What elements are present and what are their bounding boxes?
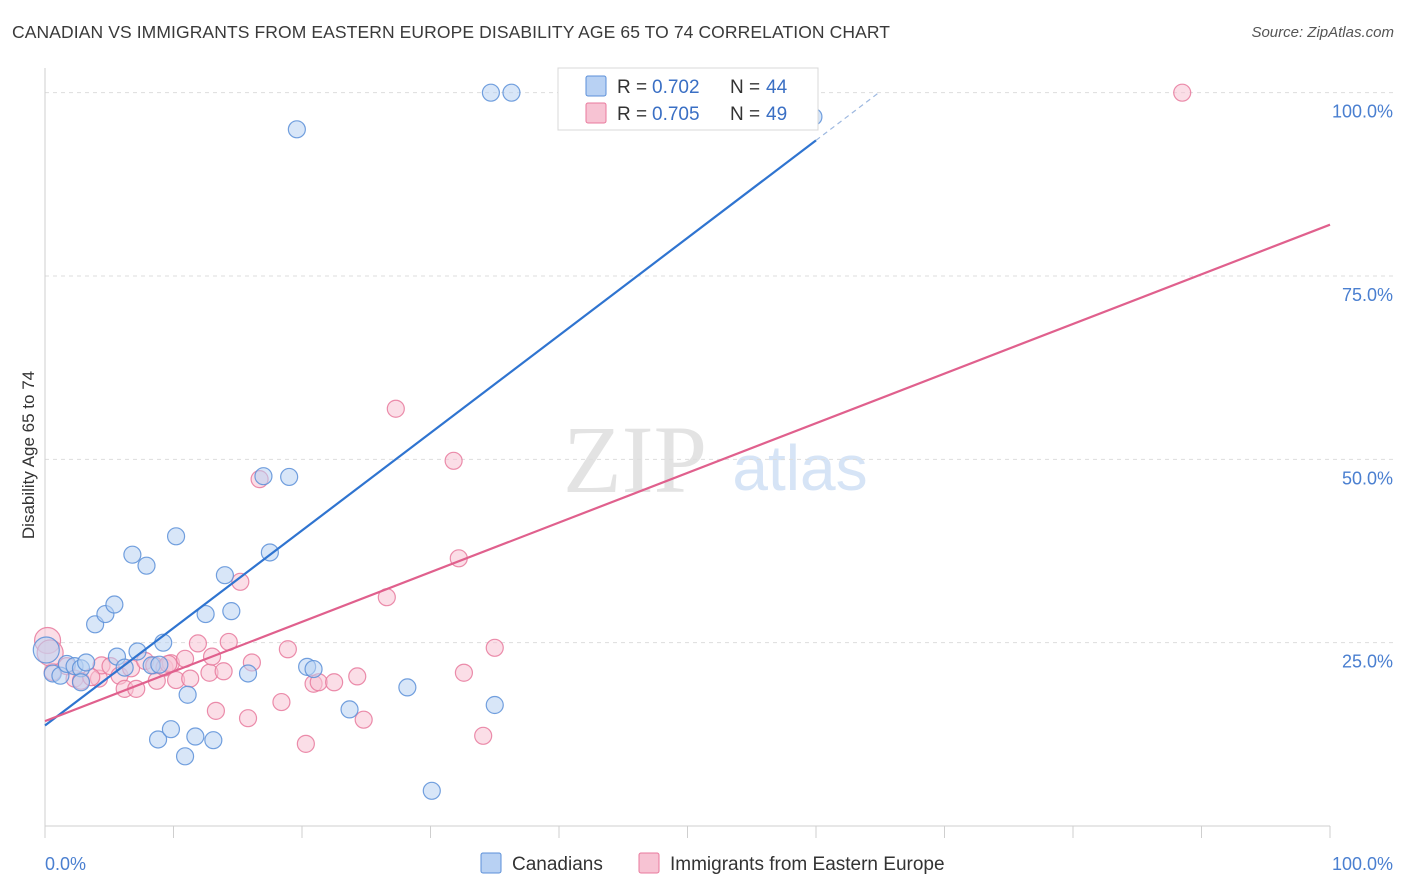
canadians-point-10	[105, 595, 124, 614]
y-tick-label-25: 25.0%	[1342, 652, 1393, 672]
canadians-point-0	[32, 636, 60, 664]
canadians-point-18	[150, 655, 169, 674]
legend-n-value-immigrants: 49	[766, 104, 787, 125]
bottom-legend-swatch-immigrants	[638, 852, 660, 874]
canadians-point-36	[340, 700, 359, 719]
immigrants-point-31	[278, 640, 297, 659]
legend-n-label-immigrants: N =	[730, 104, 760, 125]
legend-r-value-immigrants: 0.705	[652, 104, 700, 125]
immigrants-point-40	[444, 451, 463, 470]
legend-r-value-canadians: 0.702	[652, 77, 700, 98]
canadians-point-21	[166, 527, 186, 546]
canadians-point-22	[175, 747, 195, 766]
immigrants-point-27	[238, 709, 258, 728]
canadians-point-26	[204, 731, 223, 750]
canadians-point-30	[254, 467, 273, 486]
canadians-point-12	[115, 658, 134, 677]
legend-n-label-canadians: N =	[730, 77, 760, 98]
series-legend: Canadians Immigrants from Eastern Europe	[480, 852, 945, 875]
canadians-point-39	[485, 695, 504, 715]
canadians-point-29	[238, 664, 258, 683]
immigrants-point-32	[296, 734, 315, 753]
canadians-trend-extension	[815, 91, 881, 141]
immigrants-point-23	[206, 701, 226, 720]
stats-legend: R = 0.702 N = 44 R = 0.705 N = 49	[557, 67, 819, 131]
canadians-point-27	[215, 566, 234, 585]
legend-swatch-canadians	[585, 75, 607, 97]
x-tick-label-max: 100.0%	[1332, 854, 1393, 874]
immigrants-point-43	[474, 726, 493, 745]
immigrants-trend-line	[44, 223, 1331, 723]
immigrants-point-35	[325, 673, 344, 692]
immigrants-point-45	[1173, 83, 1192, 102]
canadians-point-33	[287, 120, 306, 139]
canadians-point-40	[481, 83, 500, 102]
gridlines	[45, 92, 1393, 644]
legend-swatch-immigrants	[585, 102, 607, 124]
canadians-point-15	[137, 556, 156, 575]
immigrants-point-44	[485, 638, 504, 657]
canadians-point-6	[71, 673, 91, 692]
watermark-zip: ZIP	[563, 406, 707, 513]
canadians-point-35	[304, 659, 323, 679]
x-ticks	[44, 826, 1331, 838]
y-tick-label-75: 75.0%	[1342, 285, 1393, 305]
immigrants-point-42	[454, 663, 474, 682]
canadians-point-41	[502, 83, 521, 102]
chart-title: CANADIAN VS IMMIGRANTS FROM EASTERN EURO…	[12, 22, 891, 42]
legend-r-label-canadians: R =	[617, 77, 647, 98]
immigrants-point-36	[348, 667, 367, 686]
y-tick-label-100: 100.0%	[1332, 102, 1393, 122]
canadians-point-24	[186, 727, 205, 746]
y-tick-label-50: 50.0%	[1342, 468, 1393, 488]
y-tick-labels: 25.0% 50.0% 75.0% 100.0%	[1332, 102, 1393, 672]
immigrants-point-20	[188, 634, 208, 653]
bottom-legend-label-immigrants: Immigrants from Eastern Europe	[670, 854, 945, 875]
watermark: ZIP atlas	[563, 406, 868, 513]
canadians-point-7	[77, 653, 96, 672]
canadians-point-25	[196, 604, 215, 624]
immigrants-point-37	[354, 710, 373, 729]
series-canadians-points	[32, 83, 823, 800]
canadians-point-37	[398, 678, 417, 697]
bottom-legend-swatch-canadians	[480, 852, 502, 874]
immigrants-point-39	[386, 399, 405, 418]
canadians-point-13	[123, 545, 142, 564]
immigrants-point-24	[214, 662, 233, 681]
watermark-atlas: atlas	[732, 432, 867, 504]
bottom-legend-label-canadians: Canadians	[512, 854, 603, 875]
immigrants-point-19	[181, 669, 200, 688]
x-tick-label-min: 0.0%	[45, 854, 86, 874]
canadians-trend-line	[44, 139, 817, 727]
immigrants-point-26	[231, 572, 250, 591]
canadians-point-28	[222, 602, 241, 621]
canadians-point-32	[280, 467, 299, 487]
legend-n-value-canadians: 44	[766, 77, 788, 98]
legend-r-label-immigrants: R =	[617, 104, 647, 125]
chart-source: Source: ZipAtlas.com	[1251, 24, 1394, 41]
trend-lines	[44, 91, 1331, 727]
canadians-point-38	[422, 781, 441, 800]
canadians-point-23	[178, 685, 197, 704]
y-axis-title: Disability Age 65 to 74	[19, 371, 38, 539]
immigrants-point-30	[272, 692, 291, 712]
canadians-point-17	[148, 730, 168, 749]
canadians-point-20	[161, 720, 181, 739]
canadians-point-14	[128, 642, 147, 661]
